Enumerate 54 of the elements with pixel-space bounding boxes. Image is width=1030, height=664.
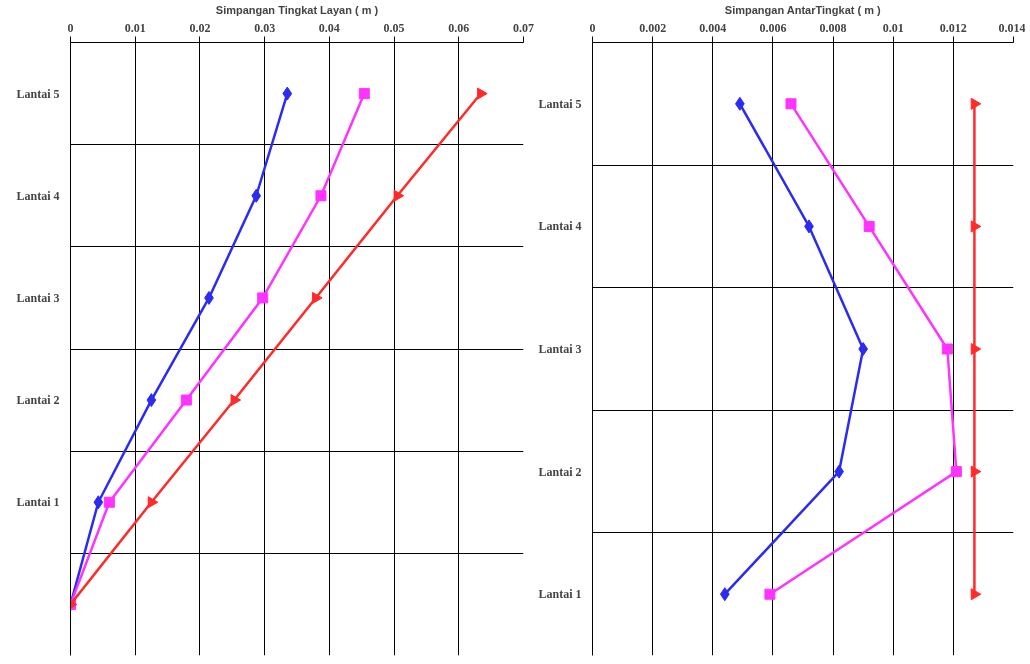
point xyxy=(358,88,370,100)
x-tick-label: 0.012 xyxy=(939,20,967,35)
point xyxy=(950,466,962,478)
x-tick-label: 0 xyxy=(67,20,74,35)
point xyxy=(863,220,875,232)
point xyxy=(146,393,157,408)
y-tick-label: Lantai 3 xyxy=(16,290,60,305)
point xyxy=(282,86,293,101)
point xyxy=(103,496,115,508)
x-axis-title: Simpangan AntarTingkat ( m ) xyxy=(724,3,882,16)
point xyxy=(180,394,192,406)
point xyxy=(719,587,730,602)
point xyxy=(764,588,776,600)
point xyxy=(477,87,488,100)
y-tick-label: Lantai 5 xyxy=(16,86,60,101)
x-tick-label: 0.008 xyxy=(819,20,847,35)
x-tick-label: 0.06 xyxy=(448,20,470,35)
y-tick-label: Lantai 2 xyxy=(16,393,60,408)
point xyxy=(257,292,269,304)
point xyxy=(970,588,982,601)
x-tick-label: 0.02 xyxy=(189,20,211,35)
x-tick-label: 0.014 xyxy=(998,20,1026,35)
y-tick-label: Lantai 4 xyxy=(16,188,60,203)
point xyxy=(785,98,797,110)
point xyxy=(970,97,982,110)
y-tick-label: Lantai 4 xyxy=(538,219,582,234)
x-tick-label: 0.04 xyxy=(318,20,340,35)
x-tick-label: 0.004 xyxy=(699,20,727,35)
x-tick-label: 0.05 xyxy=(383,20,405,35)
point xyxy=(941,343,953,355)
point xyxy=(230,394,242,407)
point xyxy=(858,342,868,356)
y-tick-label: Lantai 1 xyxy=(16,495,60,510)
x-tick-label: 0.03 xyxy=(254,20,276,35)
point xyxy=(93,495,104,510)
x-tick-label: 0.01 xyxy=(124,20,146,35)
point xyxy=(315,190,327,202)
point xyxy=(147,496,159,509)
x-axis-title: Simpangan Tingkat Layan ( m ) xyxy=(215,3,379,16)
point xyxy=(970,465,982,478)
x-tick-label: 0.006 xyxy=(759,20,787,35)
y-tick-label: Lantai 2 xyxy=(538,464,582,479)
x-tick-label: 0.07 xyxy=(513,20,534,35)
x-tick-label: 0.01 xyxy=(882,20,904,35)
x-tick-label: 0 xyxy=(589,20,596,35)
point xyxy=(970,343,982,355)
y-tick-label: Lantai 3 xyxy=(538,342,582,356)
point xyxy=(970,220,982,233)
point xyxy=(251,188,262,203)
y-tick-label: Lantai 1 xyxy=(538,587,582,602)
point xyxy=(312,291,323,304)
point xyxy=(393,189,405,202)
x-tick-label: 0.002 xyxy=(639,20,667,35)
y-tick-label: Lantai 5 xyxy=(538,96,582,111)
